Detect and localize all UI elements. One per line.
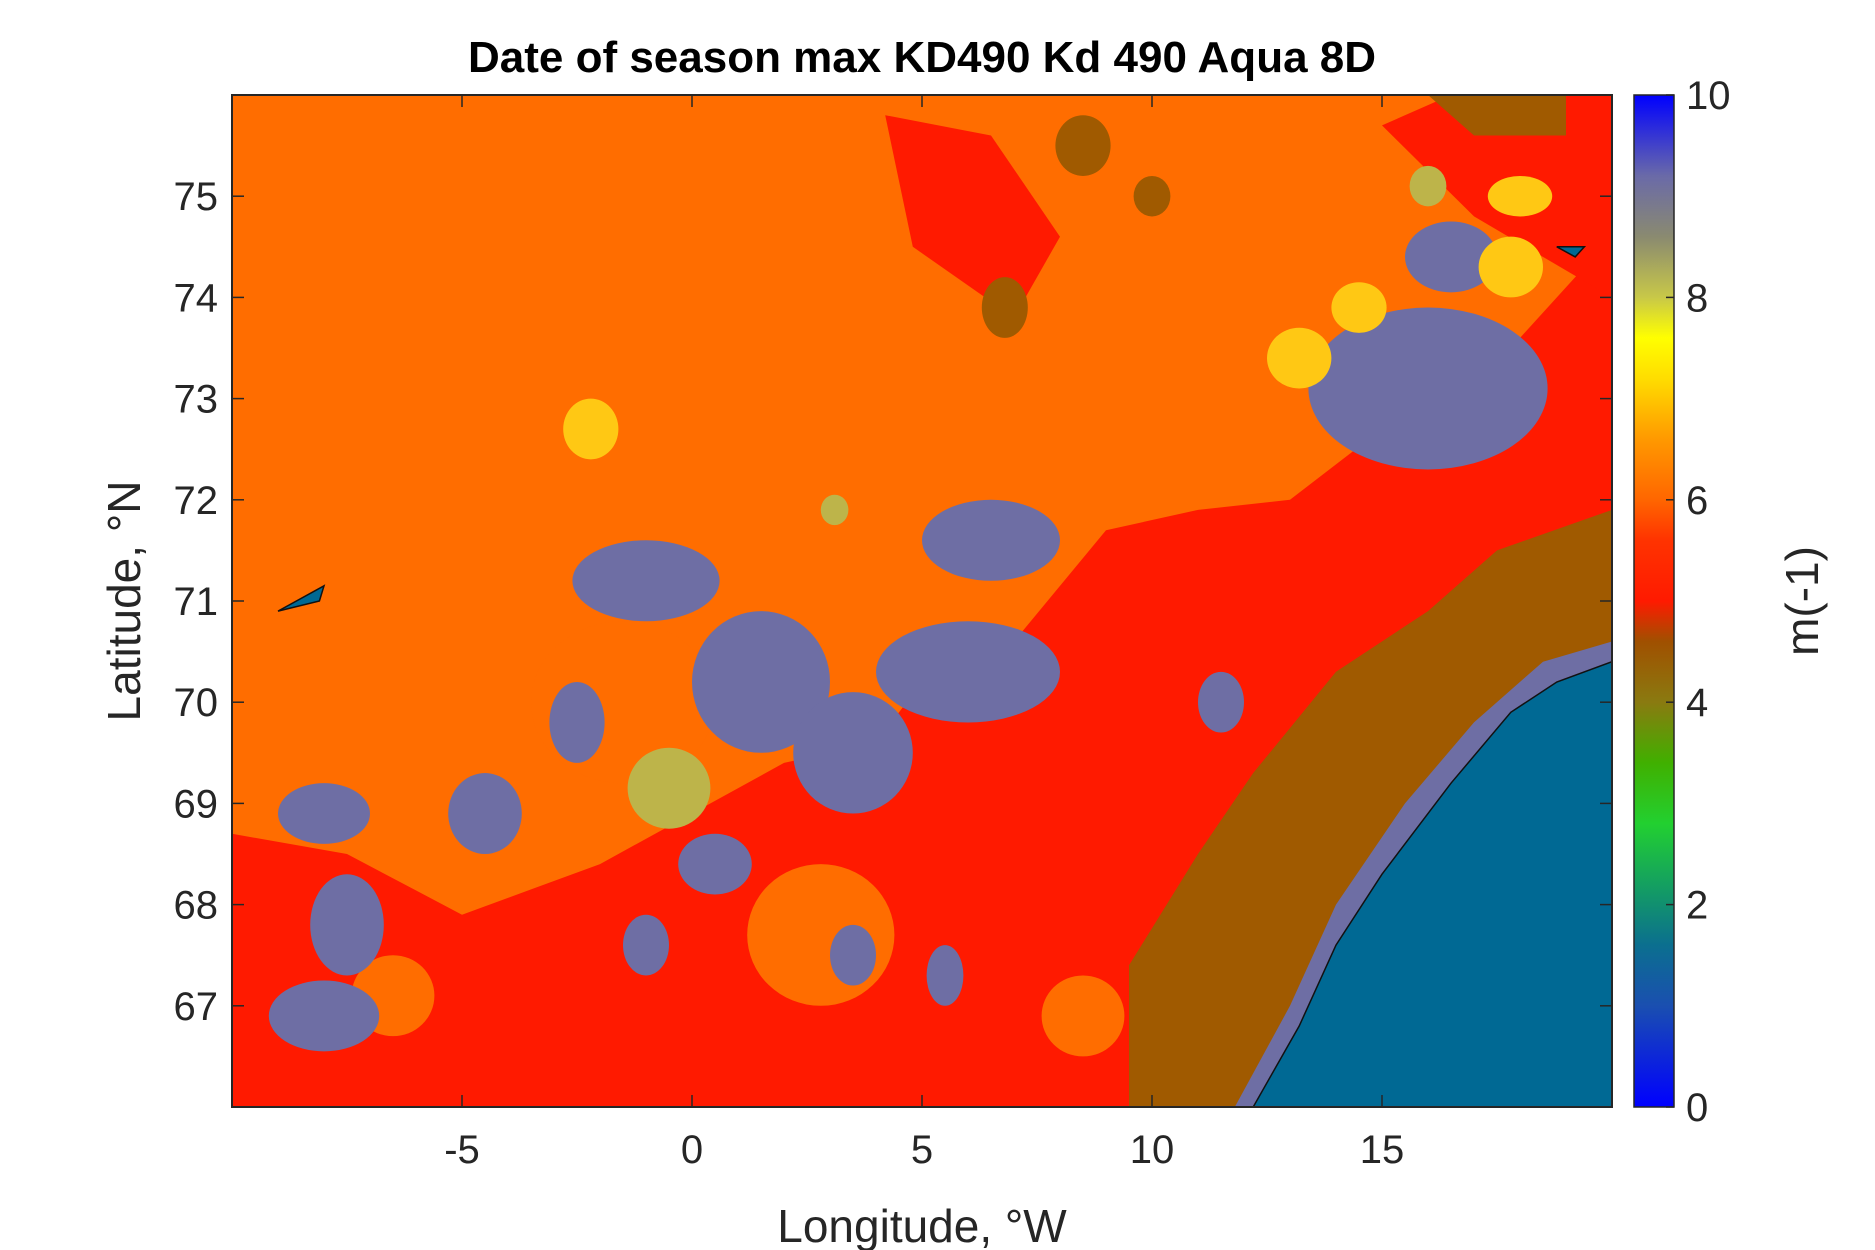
region-patch (1308, 307, 1548, 470)
colorbar-tick-label: 10 (1686, 74, 1731, 118)
region-patch (922, 499, 1060, 581)
y-tick-label: 75 (174, 175, 219, 219)
y-tick-label: 67 (174, 985, 219, 1029)
y-tick-label: 69 (174, 782, 219, 826)
colorbar-tick-label: 6 (1686, 479, 1708, 523)
region-olive-patch (627, 747, 711, 829)
y-tick-label: 71 (174, 580, 219, 624)
x-tick-label: -5 (444, 1128, 480, 1172)
map-layer (232, 95, 1612, 1107)
region-patch (1405, 221, 1497, 293)
x-tick-label: 5 (911, 1128, 933, 1172)
region-patch (278, 783, 370, 844)
region-patch (448, 773, 522, 855)
region-patch (926, 945, 964, 1006)
region-patch (572, 540, 720, 622)
region-patch (793, 692, 913, 814)
x-axis-ticks: -5 0 5 10 15 (444, 95, 1404, 1172)
y-tick-label: 68 (174, 884, 219, 928)
region-yellow-patch (563, 398, 619, 460)
colorbar-tick-label: 2 (1686, 884, 1708, 928)
region-olive-patch (820, 494, 849, 526)
colorbar-tick-label: 4 (1686, 681, 1708, 725)
region-patch (623, 914, 669, 976)
x-axis-label: Longitude, °W (777, 1200, 1067, 1250)
x-tick-label: 0 (681, 1128, 703, 1172)
region-red-zone (885, 115, 1060, 318)
region-yellow-patch (1478, 236, 1544, 298)
island (1556, 246, 1587, 258)
region-yellow-patch (1487, 175, 1553, 217)
colorbar-tick-label: 0 (1686, 1086, 1708, 1130)
region-yellow-patch (1331, 282, 1387, 333)
region-yellow-patch (1267, 327, 1332, 389)
y-axis-ticks: 67 68 69 70 71 72 73 74 75 (174, 175, 1612, 1029)
y-tick-label: 74 (174, 276, 219, 320)
colorbar (1633, 94, 1675, 1108)
region-olive-patch (1409, 165, 1447, 207)
region-patch (1198, 671, 1244, 733)
region-orange-lobe (1041, 975, 1125, 1057)
region-patch (876, 621, 1060, 723)
colorbar-tick-label: 8 (1686, 276, 1708, 320)
region-patch (310, 874, 384, 976)
region-land (1252, 660, 1612, 1107)
region-patch (549, 681, 605, 763)
island (277, 584, 326, 612)
region-patch (268, 980, 380, 1052)
x-tick-label: 15 (1360, 1128, 1405, 1172)
y-tick-label: 72 (174, 479, 219, 523)
y-tick-label: 73 (174, 378, 219, 422)
region-brown-patch (1055, 115, 1111, 176)
region-patch (692, 611, 830, 753)
region-patch (830, 924, 876, 986)
colorbar-label: m(-1) (1776, 546, 1828, 656)
chart-title: Date of season max KD490 Kd 490 Aqua 8D (468, 33, 1376, 82)
region-brown-patch (1428, 95, 1566, 136)
x-tick-label: 10 (1130, 1128, 1175, 1172)
region-patch (678, 833, 752, 895)
region-brown-patch (981, 277, 1028, 338)
y-tick-label: 70 (174, 681, 219, 725)
region-orange-lobe (747, 864, 895, 1006)
y-axis-label: Latitude, °N (98, 481, 150, 722)
colorbar-ticks: 0 2 4 6 8 10 (1666, 74, 1731, 1130)
region-brown-patch (1133, 175, 1171, 217)
